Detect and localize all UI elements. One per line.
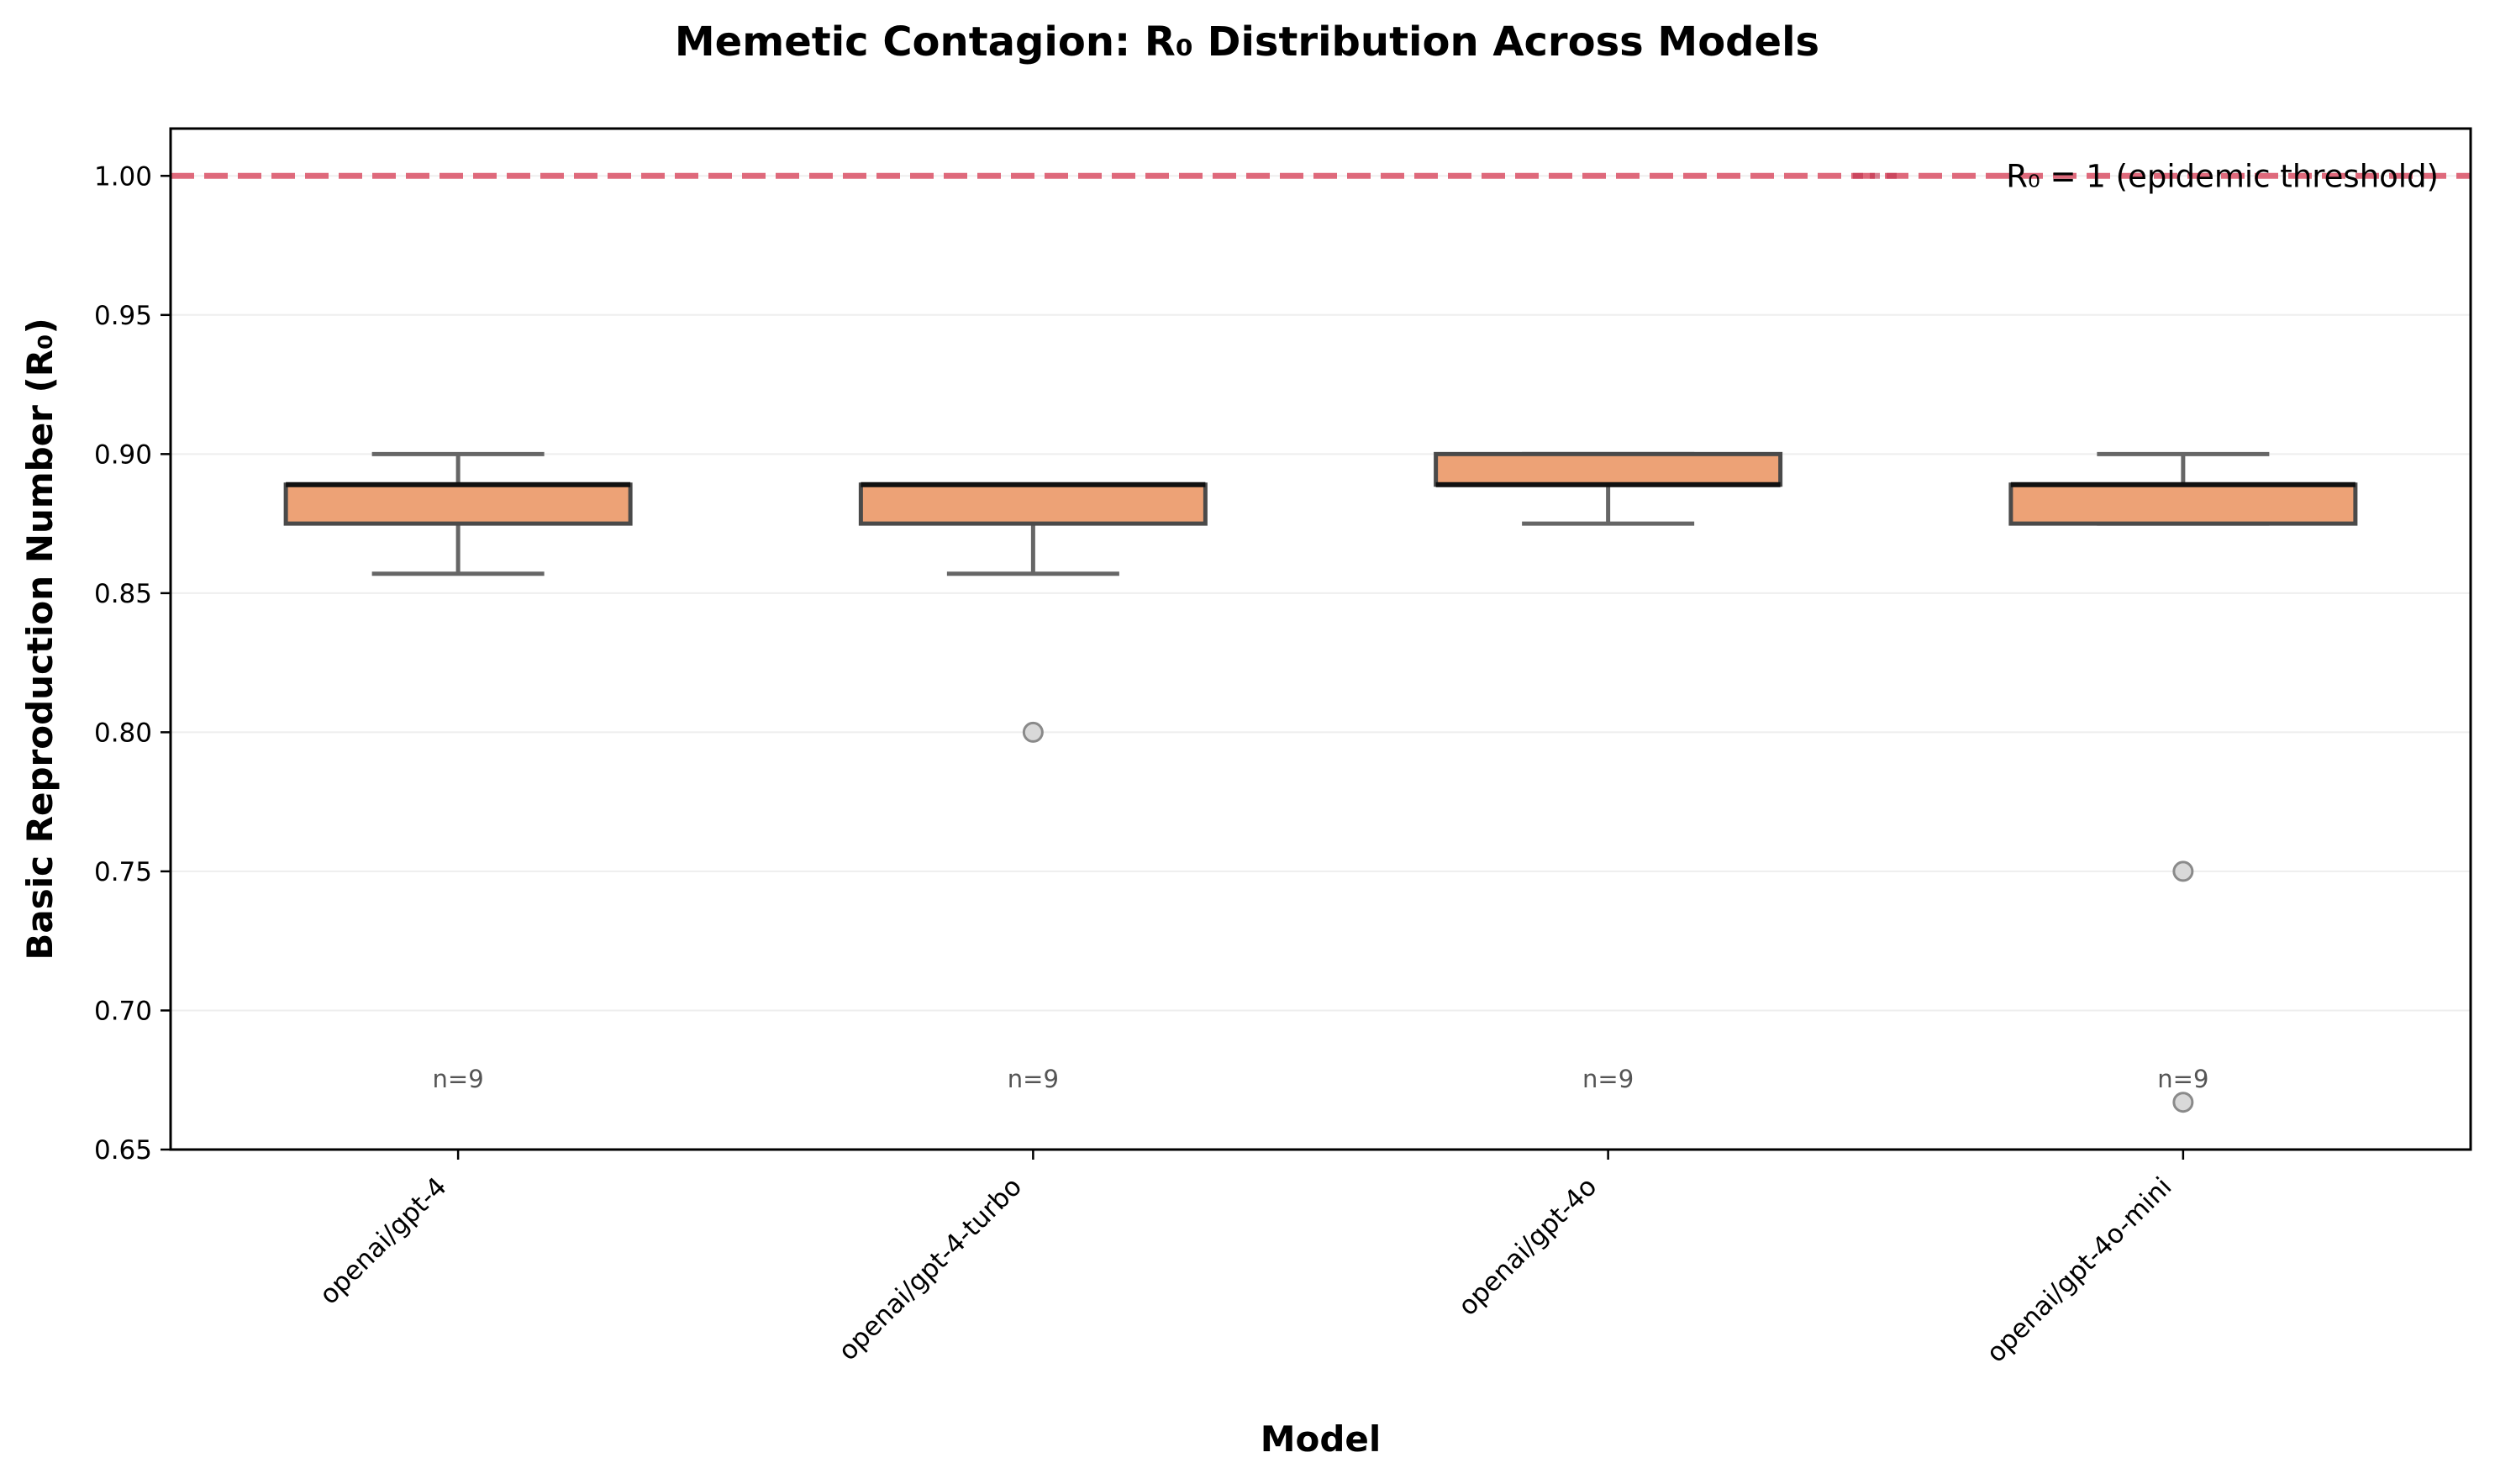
y-tick-label: 0.70 (94, 996, 152, 1026)
x-axis-label: Model (1261, 1418, 1382, 1460)
x-tick-label: openai/gpt-4o-mini (1981, 1171, 2178, 1369)
y-axis-label: Basic Reproduction Number (R₀) (19, 318, 61, 960)
x-tick-label: openai/gpt-4o (1453, 1171, 1603, 1322)
x-tick-label: openai/gpt-4 (313, 1171, 452, 1310)
y-tick-label: 1.00 (94, 161, 152, 192)
chart-title: Memetic Contagion: R₀ Distribution Acros… (675, 18, 1819, 66)
y-tick-label: 0.90 (94, 439, 152, 470)
plot-frame (169, 127, 2472, 1151)
outlier-point (2172, 860, 2194, 882)
outlier-point (2172, 1092, 2194, 1113)
y-tick-label: 0.85 (94, 579, 152, 609)
n-label: n=9 (1582, 1065, 1634, 1093)
grid-lines (171, 175, 2471, 1150)
boxes-layer: n=9 n=9 n=9 n=9 (283, 451, 2358, 1113)
box-group: n=9 (858, 482, 1208, 1093)
n-label: n=9 (1008, 1065, 1059, 1093)
box-iqr (858, 482, 1208, 526)
box-group: n=9 (2008, 451, 2358, 1113)
y-tick-label: 0.65 (94, 1135, 152, 1166)
y-axis: 0.65 0.70 0.75 0.80 0.85 0.90 0.95 1.00 (94, 161, 171, 1166)
box-iqr (283, 482, 633, 526)
y-tick-label: 0.95 (94, 301, 152, 331)
outlier-point (1022, 721, 1044, 743)
box-group: n=9 (1434, 451, 1783, 1093)
y-tick-label: 0.80 (94, 718, 152, 748)
box-iqr (1434, 451, 1783, 487)
x-axis: openai/gpt-4 openai/gpt-4-turbo openai/gpt… (313, 1150, 2185, 1369)
box-iqr (2008, 482, 2358, 526)
n-label: n=9 (433, 1065, 484, 1093)
box-group: n=9 (283, 451, 633, 1093)
x-tick-label: openai/gpt-4-turbo (833, 1171, 1028, 1366)
threshold-legend-label: R₀ = 1 (epidemic threshold) (2006, 158, 2439, 194)
n-label: n=9 (2157, 1065, 2208, 1093)
y-tick-label: 0.75 (94, 857, 152, 887)
